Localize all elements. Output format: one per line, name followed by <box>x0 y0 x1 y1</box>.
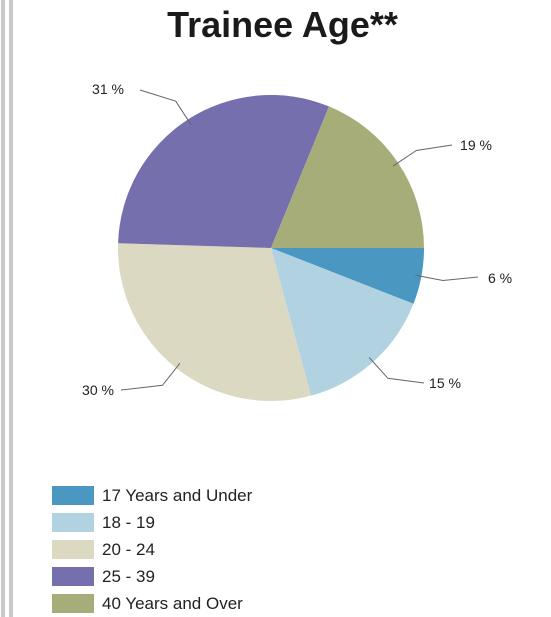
legend-label: 17 Years and Under <box>102 485 253 505</box>
data-label: 6 % <box>488 270 512 286</box>
leader-line <box>139 89 192 125</box>
legend-swatch <box>52 486 94 505</box>
data-label: 15 % <box>429 375 461 391</box>
leader-line <box>120 363 181 391</box>
legend-swatch <box>52 594 94 613</box>
legend-item: 40 Years and Over <box>52 590 252 617</box>
legend-label: 40 Years and Over <box>102 593 243 613</box>
data-label: 31 % <box>92 81 124 97</box>
left-border <box>0 0 14 617</box>
border-line <box>9 0 13 617</box>
legend-label: 20 - 24 <box>102 539 155 559</box>
leader-line <box>415 274 479 281</box>
legend-item: 18 - 19 <box>52 509 252 536</box>
legend-label: 25 - 39 <box>102 566 155 586</box>
chart-legend: 17 Years and Under 18 - 19 20 - 24 25 - 39 4… <box>52 482 252 617</box>
pie-slice <box>271 248 414 396</box>
legend-swatch <box>52 567 94 586</box>
chart-title: Trainee Age** <box>167 4 398 45</box>
legend-swatch <box>52 540 94 559</box>
border-line <box>1 0 5 617</box>
pie-slice <box>118 95 330 248</box>
legend-label: 18 - 19 <box>102 512 155 532</box>
pie-slice <box>271 106 424 248</box>
data-label: 30 % <box>82 382 114 398</box>
legend-item: 20 - 24 <box>52 536 252 563</box>
leader-line <box>392 144 453 167</box>
leader-line <box>368 357 425 384</box>
pie-chart: 6 % 15 % 30 % 31 % 19 % <box>82 81 512 401</box>
pie-slice <box>117 243 311 401</box>
legend-item: 17 Years and Under <box>52 482 252 509</box>
legend-swatch <box>52 513 94 532</box>
data-label: 19 % <box>460 137 492 153</box>
legend-item: 25 - 39 <box>52 563 252 590</box>
pie-slice <box>271 248 424 304</box>
